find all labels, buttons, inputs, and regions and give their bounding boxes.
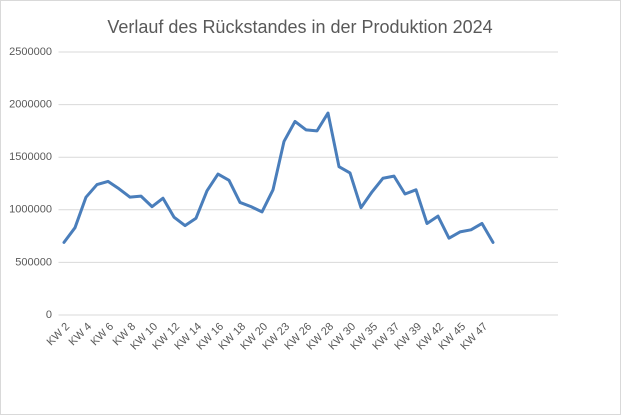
y-tick-label: 1500000 — [9, 151, 52, 163]
y-tick-label: 0 — [46, 309, 52, 321]
y-tick-label: 1000000 — [9, 204, 52, 216]
y-tick-label: 2500000 — [9, 46, 52, 58]
data-line — [62, 111, 495, 244]
y-tick-label: 500000 — [15, 256, 52, 268]
chart-title: Verlauf des Rückstandes in der Produktio… — [107, 17, 492, 37]
y-tick-label: 2000000 — [9, 99, 52, 111]
